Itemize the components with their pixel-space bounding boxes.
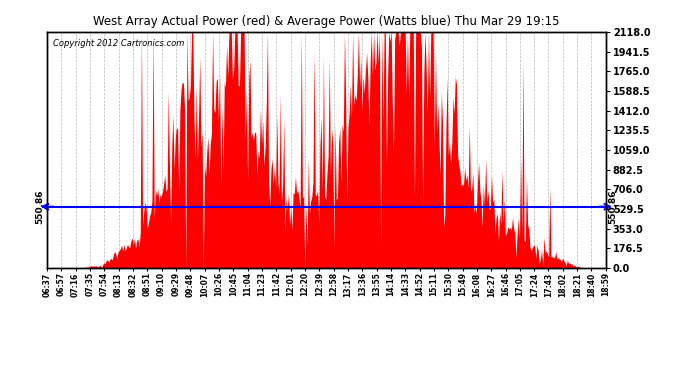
Text: 550.86: 550.86	[609, 189, 618, 224]
Text: West Array Actual Power (red) & Average Power (Watts blue) Thu Mar 29 19:15: West Array Actual Power (red) & Average …	[93, 15, 560, 28]
Text: Copyright 2012 Cartronics.com: Copyright 2012 Cartronics.com	[52, 39, 184, 48]
Text: 550.86: 550.86	[35, 189, 44, 224]
